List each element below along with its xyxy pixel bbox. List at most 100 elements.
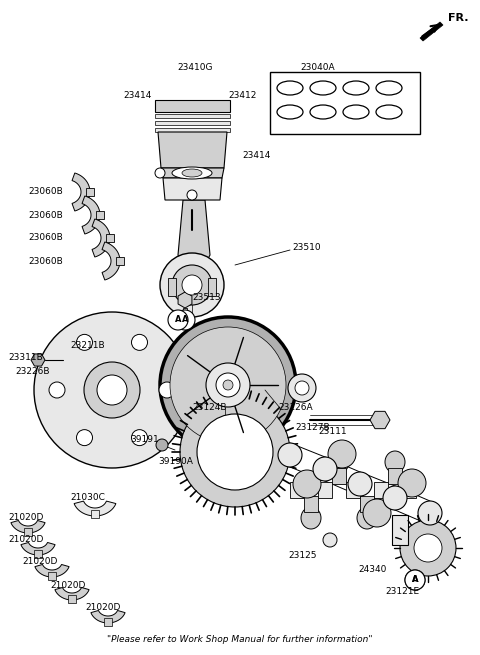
- Polygon shape: [82, 196, 100, 234]
- Circle shape: [132, 334, 147, 350]
- Text: 23121E: 23121E: [385, 588, 419, 597]
- Circle shape: [223, 380, 233, 390]
- Bar: [208, 278, 216, 296]
- Bar: [346, 482, 360, 498]
- Bar: [48, 572, 56, 580]
- Text: 21020D: 21020D: [85, 603, 120, 612]
- Bar: [392, 515, 408, 545]
- Text: 39190A: 39190A: [158, 457, 193, 466]
- Circle shape: [405, 570, 425, 590]
- Polygon shape: [155, 114, 230, 118]
- Circle shape: [398, 469, 426, 497]
- Circle shape: [160, 317, 296, 453]
- Circle shape: [175, 310, 195, 330]
- Text: 23510: 23510: [292, 244, 321, 252]
- Bar: [68, 595, 76, 603]
- Text: 23311B: 23311B: [8, 354, 43, 362]
- Polygon shape: [92, 219, 110, 257]
- Circle shape: [278, 443, 302, 467]
- Polygon shape: [161, 168, 224, 178]
- Polygon shape: [178, 200, 210, 270]
- Polygon shape: [420, 22, 443, 41]
- Circle shape: [160, 253, 224, 317]
- Circle shape: [383, 486, 407, 510]
- Circle shape: [76, 430, 93, 445]
- Circle shape: [34, 312, 190, 468]
- Polygon shape: [102, 242, 120, 280]
- Circle shape: [197, 414, 273, 490]
- Ellipse shape: [385, 451, 405, 473]
- Bar: [106, 234, 114, 242]
- Polygon shape: [21, 542, 55, 555]
- Ellipse shape: [301, 507, 321, 529]
- Polygon shape: [35, 565, 69, 577]
- Text: 21020D: 21020D: [22, 557, 58, 567]
- Circle shape: [313, 457, 337, 481]
- Text: A: A: [182, 316, 188, 324]
- Text: A: A: [412, 576, 418, 584]
- Text: 23513: 23513: [192, 293, 221, 303]
- Polygon shape: [155, 121, 230, 125]
- Text: 23060B: 23060B: [28, 187, 63, 196]
- Bar: [91, 510, 99, 518]
- Text: 23111: 23111: [318, 428, 347, 436]
- Text: 23125: 23125: [288, 550, 316, 559]
- Bar: [332, 468, 346, 484]
- Polygon shape: [11, 521, 45, 533]
- Polygon shape: [370, 411, 390, 428]
- Bar: [96, 211, 104, 219]
- Text: A: A: [412, 576, 418, 584]
- Bar: [402, 482, 416, 498]
- Circle shape: [187, 190, 197, 200]
- Text: 23412: 23412: [228, 90, 256, 100]
- Circle shape: [293, 470, 321, 498]
- Ellipse shape: [182, 169, 202, 177]
- Circle shape: [168, 310, 188, 330]
- Polygon shape: [31, 354, 45, 366]
- Text: 24340: 24340: [358, 565, 386, 574]
- Text: 23226B: 23226B: [15, 367, 49, 377]
- Text: 23410G: 23410G: [177, 64, 213, 73]
- Circle shape: [49, 382, 65, 398]
- Bar: [24, 528, 32, 536]
- Bar: [34, 550, 42, 558]
- Polygon shape: [155, 100, 230, 112]
- Circle shape: [159, 382, 175, 398]
- Text: 21030C: 21030C: [70, 493, 105, 502]
- Text: 23126A: 23126A: [278, 403, 312, 413]
- Text: A: A: [175, 316, 181, 324]
- Polygon shape: [91, 610, 125, 623]
- Bar: [86, 188, 94, 196]
- Circle shape: [132, 430, 147, 445]
- Circle shape: [182, 275, 202, 295]
- Circle shape: [180, 397, 290, 507]
- Circle shape: [348, 472, 372, 496]
- Text: 39191: 39191: [130, 436, 159, 445]
- Text: "Please refer to Work Shop Manual for further information": "Please refer to Work Shop Manual for fu…: [107, 635, 373, 645]
- Bar: [318, 482, 332, 498]
- Polygon shape: [72, 173, 90, 211]
- Circle shape: [323, 533, 337, 547]
- Bar: [360, 496, 374, 512]
- Text: 23211B: 23211B: [70, 341, 105, 350]
- Text: 21020D: 21020D: [50, 580, 85, 590]
- Polygon shape: [163, 178, 222, 200]
- Bar: [168, 278, 176, 296]
- Circle shape: [405, 570, 425, 590]
- Polygon shape: [55, 588, 89, 600]
- Bar: [116, 257, 124, 265]
- Text: FR.: FR.: [448, 13, 468, 23]
- Polygon shape: [155, 128, 230, 132]
- Bar: [183, 308, 187, 323]
- Bar: [270, 72, 420, 134]
- Circle shape: [400, 520, 456, 576]
- Circle shape: [418, 501, 442, 525]
- Text: 21020D: 21020D: [8, 536, 43, 544]
- Circle shape: [363, 499, 391, 527]
- Polygon shape: [178, 292, 192, 308]
- Circle shape: [84, 362, 140, 418]
- Bar: [104, 618, 112, 626]
- Text: 23060B: 23060B: [28, 233, 63, 242]
- Bar: [290, 482, 304, 498]
- Circle shape: [76, 334, 93, 350]
